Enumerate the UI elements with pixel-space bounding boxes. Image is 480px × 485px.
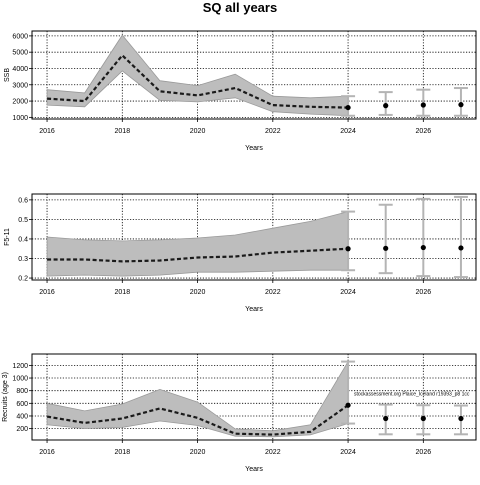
plot-frame [31,353,477,441]
y-tick-label: 0.3 [18,256,28,263]
x-tick-label: 2024 [340,128,356,135]
projection-point [458,415,464,422]
y-tick-label: 800 [16,388,28,395]
projection-error-bar [453,87,468,117]
projection-point [383,415,389,422]
x-tick-label: 2018 [115,128,131,135]
y-tick-label: 600 [16,401,28,408]
x-tick-label: 2022 [265,289,281,296]
x-tick-label: 2018 [115,449,131,456]
error-bar-last-year [341,210,356,272]
error-bar-last-year [341,360,356,425]
projection-point [383,245,389,251]
x-tick-label: 2016 [39,289,55,296]
x-tick-label: 2022 [265,128,281,135]
y-tick-label: 2000 [12,99,28,106]
y-tick-label: 1200 [12,363,28,370]
figure-title: SQ all years [203,0,277,15]
confidence-band [46,34,349,117]
median-point [345,246,351,252]
projection-error-bar [416,197,431,278]
median-line [46,404,349,436]
plot-frame [31,193,477,281]
x-tick-label: 2026 [416,449,432,456]
x-tick-label: 2024 [340,449,356,456]
chart-panels: 2016 2018 2020 2022 2024 20261000200030004000… [2,30,477,473]
projection-point [420,244,426,251]
projection-point [458,245,464,251]
y-tick-label: 200 [16,426,28,433]
y-tick-label: 400 [16,413,28,420]
projection-point [420,102,426,108]
x-tick-label: 2016 [39,128,55,135]
x-tick-label: 2026 [416,289,432,296]
x-axis-label: Years [245,306,263,313]
projection-error-bar [378,203,393,275]
x-tick-label: 2024 [340,289,356,296]
x-tick-label: 2020 [190,289,206,296]
panel-fbar: 2016 2018 2020 2022 2024 2026 0.2 0.3 0.4 0.5 0.6 Y… [4,193,477,313]
y-tick-label: 0.2 [18,276,28,283]
projection-error-bar [453,195,468,279]
panel-ssb: 2016 2018 2020 2022 2024 2026 1000 2000 3000 4000… [4,30,477,152]
y-tick-label: 3000 [12,82,28,89]
x-axis-label: Years [245,145,263,152]
x-tick-label: 2026 [416,128,432,135]
y-tick-label: 0.6 [18,197,28,204]
y-axis-label: Recruits (age 3) [2,372,9,422]
projection-point [420,415,426,422]
y-tick-label: 1000 [12,115,28,122]
median-point [345,402,351,408]
y-axis-label: SSB [4,68,11,82]
y-axis-label: F5-11 [4,228,11,246]
x-tick-label: 2018 [115,289,131,296]
x-tick-label: 2016 [39,449,55,456]
confidence-band [46,211,349,277]
x-tick-label: 2020 [190,128,206,135]
projection-point [383,103,389,109]
panel-recruits: 2016 2018 2020 2022 2024 2026 200 400 600 800 1000… [2,353,477,473]
x-axis-label: Years [245,466,263,473]
plot-frame [31,30,477,120]
y-tick-label: 6000 [12,33,28,40]
x-tick-label: 2020 [190,449,206,456]
median-line [47,247,349,263]
y-tick-label: 0.5 [18,217,28,224]
y-tick-label: 0.4 [18,236,28,243]
y-tick-label: 4000 [12,66,28,73]
x-tick-label: 2022 [265,449,281,456]
source-annotation: stockassessment.org Plaice_Iceland r1939… [354,392,470,398]
projection-point [458,102,464,108]
median-point [345,104,351,111]
y-tick-label: 1000 [12,376,28,383]
y-tick-label: 5000 [12,50,28,57]
